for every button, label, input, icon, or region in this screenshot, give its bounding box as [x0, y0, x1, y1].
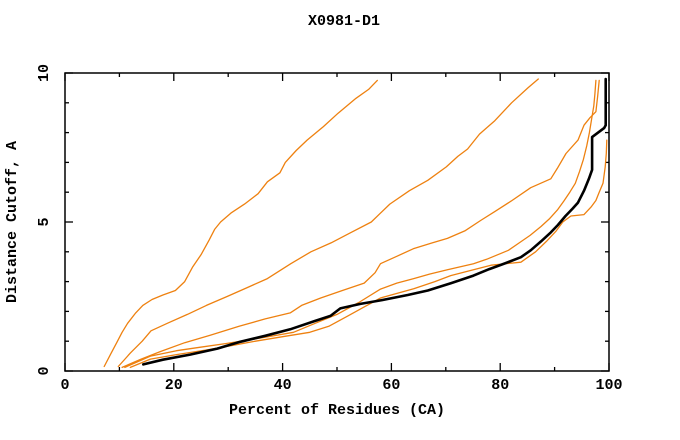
x-tick-label: 60 — [382, 377, 400, 394]
orange-curve-2 — [117, 78, 539, 368]
x-tick-label: 80 — [491, 377, 509, 394]
x-tick-label: 40 — [274, 377, 292, 394]
orange-curve-3 — [121, 79, 600, 369]
x-axis-label: Percent of Residues (CA) — [229, 402, 445, 419]
axis-box — [64, 72, 610, 372]
plot-frame — [64, 72, 610, 372]
orange-curve-4 — [124, 79, 597, 369]
x-tick-label: 100 — [595, 377, 622, 394]
tick-labels: 0 20 40 60 80 100 0 5 10 — [36, 64, 623, 394]
x-tick-label: 0 — [60, 377, 69, 394]
series-lines — [103, 77, 608, 369]
y-axis-label: Distance Cutoff, A — [4, 141, 21, 303]
plot-title: X0981-D1 — [308, 13, 380, 30]
black-curve — [142, 77, 608, 366]
tick-marks — [64, 72, 610, 372]
y-tick-label: 5 — [36, 217, 53, 226]
x-tick-label: 20 — [165, 377, 183, 394]
orange-curve-5 — [129, 139, 608, 369]
orange-curve-1 — [103, 79, 378, 368]
y-tick-label: 0 — [36, 366, 53, 375]
y-tick-label: 10 — [36, 64, 53, 82]
